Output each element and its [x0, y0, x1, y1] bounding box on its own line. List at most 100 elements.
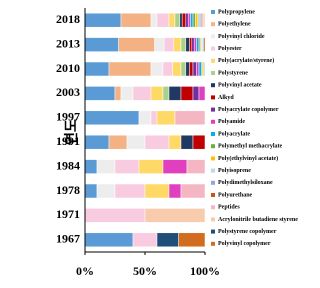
legend-label: Poly(ethylvinyl acetate) — [218, 155, 278, 162]
legend-label: Polyvinyl copolymer — [218, 241, 271, 247]
legend-swatch — [211, 193, 215, 197]
y-tick-label: 2018 — [56, 12, 80, 26]
y-tick-label: 2010 — [56, 61, 80, 75]
bar-segment — [96, 159, 116, 174]
y-tick-label: 2013 — [56, 36, 80, 50]
bar-segment — [150, 61, 164, 77]
legend-label: Polyethylene — [218, 22, 251, 28]
bar-segment — [179, 12, 183, 28]
bar-segment — [203, 61, 206, 77]
bar-segment — [196, 61, 200, 77]
bar-segment — [126, 134, 146, 150]
legend-swatch — [211, 107, 215, 112]
bar-segment — [172, 61, 182, 77]
bar-segment — [138, 159, 164, 174]
legend-swatch — [211, 71, 215, 75]
bar-segment — [162, 159, 188, 174]
bar-segment — [196, 37, 200, 52]
bar-segment — [114, 183, 146, 199]
legend-label: Polyester — [218, 46, 242, 52]
bar-segment — [189, 61, 194, 77]
bar-segment — [185, 61, 190, 77]
bar-segment — [144, 208, 206, 223]
legend-swatch — [211, 168, 215, 173]
legend-swatch — [211, 156, 215, 161]
bar-segment — [84, 12, 122, 28]
bar-segment — [84, 159, 98, 174]
y-tick-label: 1971 — [56, 207, 80, 221]
bar-segment — [192, 86, 200, 101]
legend-label: Polyisoprene — [218, 168, 251, 174]
legend-swatch — [211, 229, 215, 234]
legend-swatch — [211, 241, 215, 246]
bar-segment — [186, 159, 206, 174]
legend-swatch — [211, 83, 215, 88]
bar-segment — [132, 86, 152, 101]
bar-segment — [162, 61, 173, 77]
bar-segment — [84, 61, 110, 77]
y-tick-label: 1984 — [56, 158, 80, 172]
bar-segment — [192, 61, 197, 77]
legend-label: Polyacrylate copolymer — [218, 107, 279, 113]
x-tick-label: 100% — [190, 264, 220, 278]
bar-segment — [118, 37, 155, 52]
legend-swatch — [211, 119, 215, 124]
bar-segment — [168, 183, 182, 199]
y-tick-label: 1967 — [56, 232, 80, 246]
bar-segment — [198, 61, 202, 77]
bar-segment — [162, 86, 170, 101]
y-tick-label: 2003 — [56, 85, 80, 99]
bar-segment — [180, 61, 187, 77]
legend-swatch — [211, 10, 215, 14]
bar-segment — [84, 183, 98, 199]
legend-label: Acrylonitrile butadiene styrene — [218, 217, 298, 223]
y-axis-label: 연도 — [64, 119, 80, 145]
legend-swatch — [211, 217, 215, 222]
bar-segment — [120, 86, 134, 101]
bar-segment — [150, 110, 158, 126]
bar-segment — [203, 37, 206, 52]
bar-segment — [150, 86, 164, 101]
bar-segment — [198, 86, 206, 101]
legend-label: Polyamide — [218, 119, 245, 125]
bar-segment — [84, 208, 146, 223]
bar-segment — [180, 86, 194, 101]
bar-segment — [84, 37, 119, 52]
bar-segment — [185, 12, 189, 28]
legend-label: Polystyrene copolymer — [218, 229, 277, 235]
bar-segment — [191, 37, 195, 52]
y-tick-label: 1997 — [56, 110, 80, 124]
legend-swatch — [211, 34, 215, 39]
bar-segment — [178, 232, 206, 248]
x-tick-label: 0% — [76, 264, 94, 278]
legend-swatch — [211, 46, 215, 51]
bar-segment — [174, 12, 181, 28]
bar-segment — [180, 183, 206, 199]
bar-segment — [174, 110, 206, 126]
bar-segment — [154, 37, 165, 52]
legend-label: Polyurethane — [218, 192, 253, 198]
legend-swatch — [211, 58, 215, 63]
bar-segment — [180, 134, 194, 150]
bar-segment — [144, 183, 170, 199]
legend-label: Polystyrene — [218, 70, 248, 76]
y-tick-label: 1978 — [56, 183, 80, 197]
bar-segment — [96, 183, 116, 199]
legend-swatch — [211, 205, 215, 210]
y-tick-label: 1991 — [56, 134, 80, 148]
bar-segment — [84, 86, 116, 101]
bar-segment — [173, 37, 182, 52]
bar-segment — [189, 37, 193, 52]
bar-segment — [168, 86, 182, 101]
bar-segment — [84, 110, 140, 126]
legend-swatch — [211, 22, 215, 27]
bar-segment — [163, 37, 175, 52]
bar-segment — [193, 37, 197, 52]
bar-segment — [168, 134, 182, 150]
bar-segment — [197, 12, 201, 28]
legend-label: Polyvinyl acetate — [218, 83, 262, 89]
bar-segment — [150, 12, 158, 28]
legend-label: Poly(acrylate/styrene) — [218, 57, 274, 64]
bar-segment — [84, 134, 110, 150]
bar-segment — [168, 12, 176, 28]
